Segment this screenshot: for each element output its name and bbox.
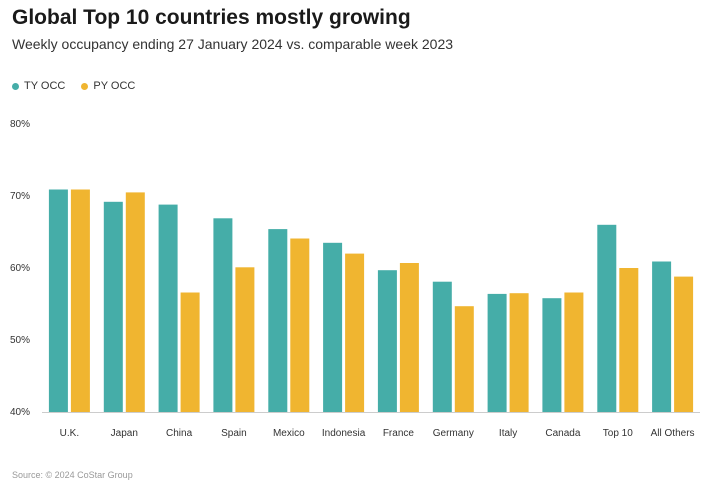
- y-tick-label: 70%: [10, 191, 30, 202]
- legend-swatch-ty: [12, 82, 19, 90]
- source-note: Source: © 2024 CoStar Group: [12, 470, 133, 480]
- bar-py-occ: [70, 189, 90, 412]
- bar-ty-occ: [487, 293, 507, 412]
- x-tick-label: France: [383, 428, 415, 439]
- y-tick-label: 80%: [10, 119, 30, 130]
- legend-item-py: PY OCC: [81, 80, 135, 92]
- x-tick-label: China: [166, 428, 193, 439]
- bar-py-occ: [674, 276, 694, 412]
- bar-ty-occ: [323, 242, 343, 412]
- x-tick-label: All Others: [651, 428, 695, 439]
- bar-py-occ: [345, 253, 365, 412]
- bar-py-occ: [125, 192, 145, 412]
- bar-py-occ: [180, 292, 200, 412]
- bar-ty-occ: [48, 189, 68, 412]
- bar-py-occ: [509, 293, 529, 412]
- bar-py-occ: [619, 268, 639, 412]
- bar-py-occ: [399, 263, 419, 412]
- legend-label-py: PY OCC: [93, 80, 136, 92]
- y-tick-label: 60%: [10, 263, 30, 274]
- bar-py-occ: [564, 292, 584, 412]
- bar-py-occ: [235, 267, 255, 412]
- x-tick-label: Indonesia: [322, 428, 366, 439]
- legend-item-ty: TY OCC: [12, 80, 65, 92]
- x-tick-label: Top 10: [603, 428, 633, 439]
- x-tick-label: Mexico: [273, 428, 305, 439]
- bar-ty-occ: [432, 281, 452, 412]
- chart-subtitle: Weekly occupancy ending 27 January 2024 …: [12, 36, 454, 52]
- legend-label-ty: TY OCC: [24, 80, 66, 92]
- bar-ty-occ: [377, 270, 397, 412]
- y-tick-label: 40%: [10, 407, 30, 418]
- bar-ty-occ: [652, 261, 672, 412]
- bar-ty-occ: [158, 204, 178, 412]
- x-tick-label: Italy: [499, 428, 517, 439]
- bar-ty-occ: [597, 224, 617, 412]
- bar-py-occ: [454, 306, 474, 412]
- chart-title: Global Top 10 countries mostly growing: [12, 6, 411, 29]
- x-tick-label: Japan: [111, 428, 138, 439]
- bar-ty-occ: [542, 298, 562, 412]
- bar-ty-occ: [213, 218, 233, 412]
- x-tick-label: Canada: [545, 428, 580, 439]
- x-tick-label: U.K.: [60, 428, 79, 439]
- legend-swatch-py: [81, 82, 89, 90]
- y-tick-label: 50%: [10, 335, 30, 346]
- legend: TY OCC PY OCC: [12, 80, 135, 92]
- bar-ty-occ: [268, 229, 288, 412]
- x-tick-label: Spain: [221, 428, 247, 439]
- bar-py-occ: [290, 238, 310, 412]
- x-tick-label: Germany: [433, 428, 474, 439]
- bar-ty-occ: [103, 201, 123, 412]
